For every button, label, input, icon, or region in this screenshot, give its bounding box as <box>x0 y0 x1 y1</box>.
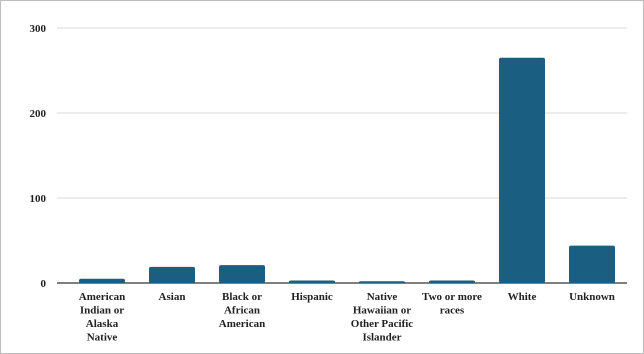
bar <box>499 57 545 283</box>
x-tick-label: Two or more races <box>422 291 482 317</box>
x-tick-label-line: Native <box>367 291 398 303</box>
x-tick-label-line: Unknown <box>569 291 615 303</box>
x-tick-label-line: races <box>440 305 465 317</box>
bar <box>569 245 615 283</box>
x-tick-label-line: Two or more <box>422 291 482 303</box>
x-axis-labels: American Indian or Alaska Native Asian Black … <box>79 291 615 344</box>
bar <box>359 281 405 283</box>
y-tick-label: 100 <box>30 193 47 205</box>
x-tick-label-line: Indian or <box>80 305 124 317</box>
x-tick-label-line: American <box>79 291 125 303</box>
y-tick-label: 200 <box>30 108 47 120</box>
x-tick-label-line: Hawaiian or <box>353 305 411 317</box>
bar <box>289 280 335 283</box>
x-tick-label-line: Hispanic <box>291 291 333 303</box>
x-tick-label-line: White <box>508 291 537 303</box>
bar <box>219 265 265 283</box>
x-tick-label-line: Other Pacific <box>351 318 414 330</box>
x-tick-label: Hispanic <box>291 291 333 303</box>
y-tick-label: 0 <box>41 278 47 290</box>
bar <box>149 266 195 283</box>
bar <box>429 280 475 283</box>
x-tick-label-line: Asian <box>159 291 186 303</box>
y-tick-label: 300 <box>30 23 47 35</box>
x-tick-label-line: American <box>219 318 265 330</box>
y-axis-ticks: 0 100 200 300 <box>30 23 47 290</box>
x-tick-label-line: Islander <box>362 332 401 344</box>
x-tick-label: Black or African American <box>219 291 265 330</box>
x-tick-label-line: Black or <box>222 291 262 303</box>
bar <box>79 278 125 283</box>
x-tick-label: Native Hawaiian or Other Pacific Islander <box>351 291 414 344</box>
bars <box>79 57 615 283</box>
x-tick-label: White <box>508 291 537 303</box>
x-tick-label: Unknown <box>569 291 615 303</box>
x-tick-label-line: African <box>224 305 260 317</box>
x-tick-label-line: Alaska <box>86 318 119 330</box>
x-tick-label: Asian <box>159 291 186 303</box>
x-tick-label: American Indian or Alaska Native <box>79 291 125 344</box>
x-tick-label-line: Native <box>87 332 118 344</box>
